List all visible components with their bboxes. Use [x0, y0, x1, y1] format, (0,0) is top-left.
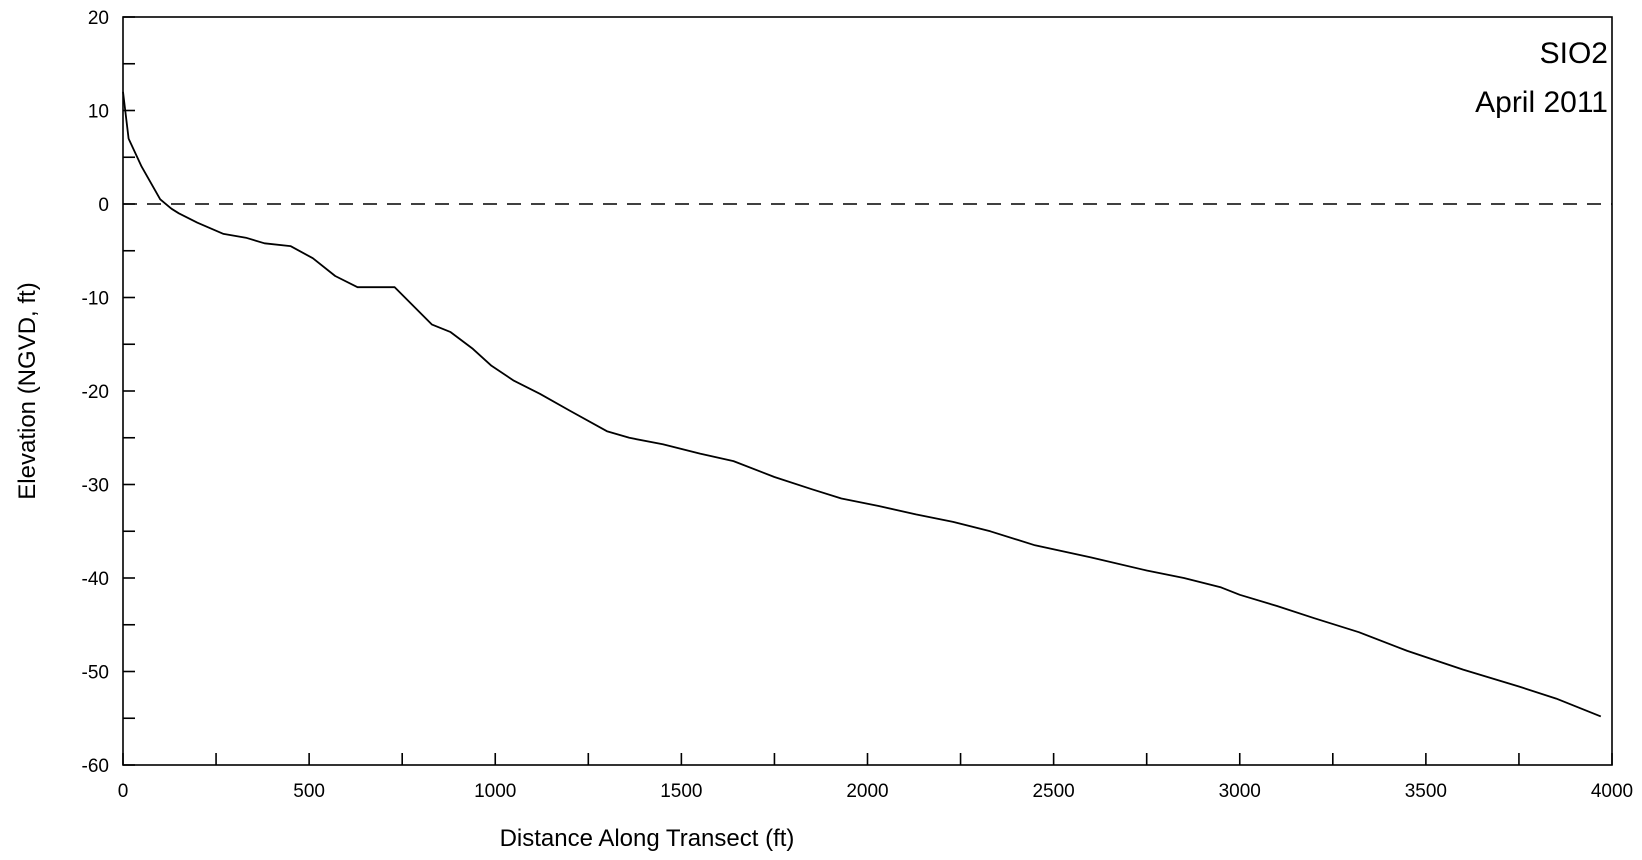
y-tick-label: -50: [82, 663, 109, 684]
x-tick-label: 3000: [1219, 781, 1261, 802]
y-tick-label: -20: [82, 382, 109, 403]
y-tick-label: -10: [82, 289, 109, 310]
y-tick-label: 10: [88, 102, 109, 123]
x-tick-label: 1000: [474, 781, 516, 802]
y-axis-title: Elevation (NGVD, ft): [14, 282, 41, 499]
plot-frame: [122, 16, 1613, 766]
y-tick-label: -60: [82, 756, 109, 777]
x-tick-label: 500: [293, 781, 325, 802]
date-label: April 2011: [1475, 86, 1608, 119]
plot-area: 0 500 1000 1500 2000 2500 3000 3500 4000 20 10 0 -10…: [82, 8, 1634, 802]
x-tick-label: 1500: [660, 781, 702, 802]
y-tick-label: 0: [98, 195, 109, 216]
x-axis-title: Distance Along Transect (ft): [500, 825, 795, 852]
elevation-profile-line: [122, 91, 1602, 718]
y-tick-label: -40: [82, 569, 109, 590]
x-tick-label: 4000: [1591, 781, 1633, 802]
y-tick-label: 20: [88, 8, 109, 29]
y-tick-label: -30: [82, 476, 109, 497]
x-tick-label: 0: [118, 781, 129, 802]
x-tick-label: 2000: [846, 781, 888, 802]
x-tick-label: 2500: [1032, 781, 1074, 802]
x-tick-label: 3500: [1405, 781, 1447, 802]
station-label: SIO2: [1540, 37, 1608, 70]
